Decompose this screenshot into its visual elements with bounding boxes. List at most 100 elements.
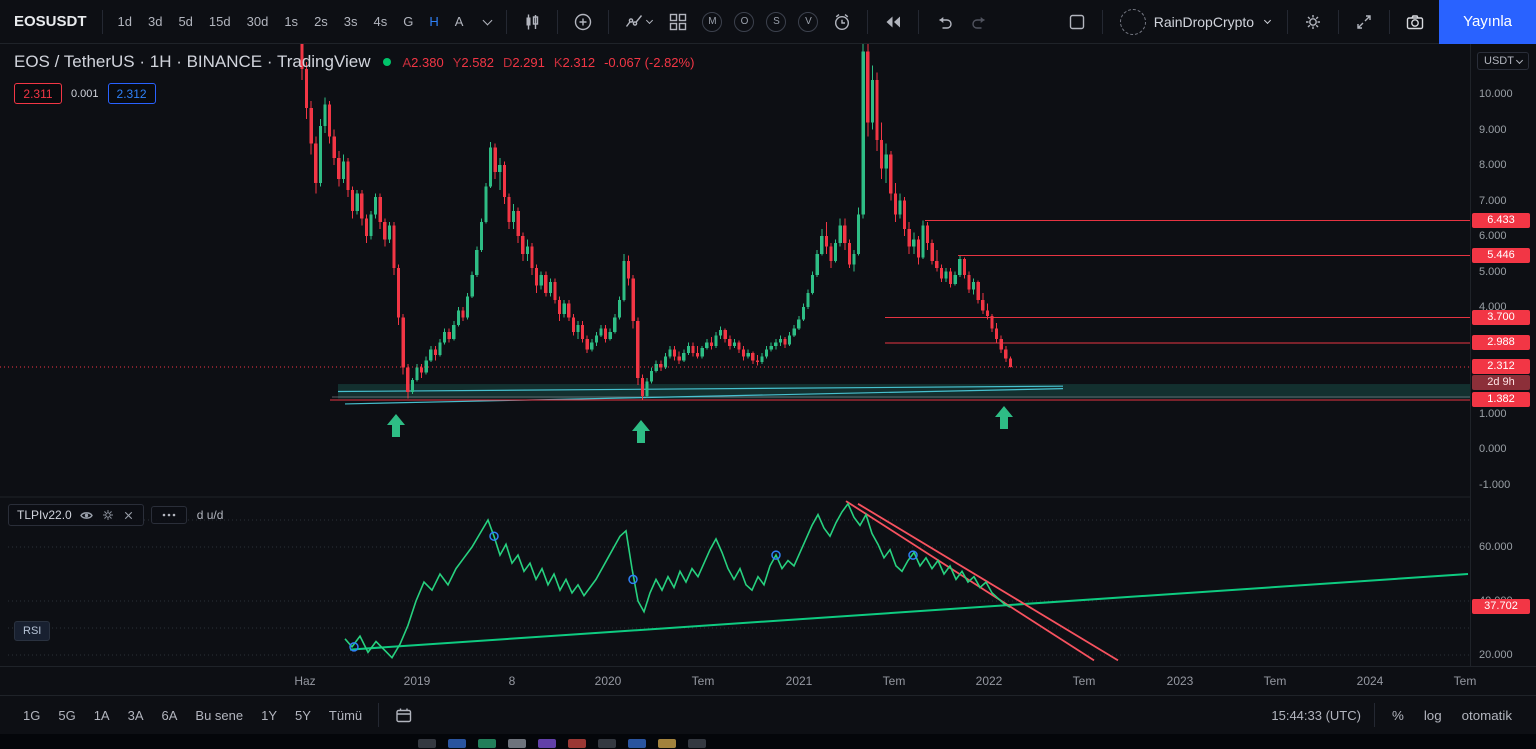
time-axis-label[interactable]: 2022 [975, 674, 1003, 688]
rsi-label-badge[interactable]: RSI [14, 621, 51, 641]
range-button-1g[interactable]: 1G [14, 704, 49, 727]
candle [456, 310, 460, 325]
time-axis-label[interactable]: 2024 [1356, 674, 1384, 688]
eye-icon[interactable] [79, 509, 94, 522]
taskbar-icon[interactable] [658, 739, 676, 748]
time-axis-label[interactable]: Haz [294, 674, 316, 688]
time-axis-label[interactable]: 2023 [1166, 674, 1194, 688]
interval-button-3s[interactable]: 3s [336, 0, 366, 44]
candle [930, 243, 934, 261]
auto-scale-button[interactable]: otomatik [1452, 704, 1522, 727]
range-button-bu-sene[interactable]: Bu sene [186, 704, 252, 727]
indicator-close-icon[interactable] [122, 509, 135, 522]
redo-icon[interactable] [962, 0, 998, 44]
indicator-settings-gear-icon[interactable] [101, 508, 115, 522]
publish-button[interactable]: Yayınla [1439, 0, 1536, 44]
quick-button-V[interactable]: V [798, 11, 819, 32]
interval-button-5d[interactable]: 5d [170, 0, 200, 44]
time-axis-label[interactable]: 8 [508, 674, 516, 688]
range-button-tümü[interactable]: Tümü [320, 704, 371, 727]
account-menu[interactable]: RainDropCrypto [1110, 0, 1280, 44]
time-axis-label[interactable]: 2021 [785, 674, 813, 688]
divider [1338, 9, 1340, 34]
interval-button-1d[interactable]: 1d [110, 0, 140, 44]
quick-button-S[interactable]: S [766, 11, 787, 32]
price-scale-currency-button[interactable]: USDT [1477, 52, 1529, 70]
taskbar-icon[interactable] [688, 739, 706, 748]
open-value: A2.380 [402, 54, 444, 70]
interval-button-30d[interactable]: 30d [239, 0, 277, 44]
candle [489, 147, 493, 187]
candle [880, 140, 884, 169]
indicator-title[interactable]: TLPIv22.0 [17, 508, 72, 522]
clock[interactable]: 15:44:33 (UTC) [1271, 707, 1361, 723]
time-axis-label[interactable]: Tem [1263, 674, 1287, 688]
goto-date-icon[interactable] [386, 693, 422, 737]
range-button-5g[interactable]: 5G [49, 704, 84, 727]
taskbar-icon[interactable] [568, 739, 586, 748]
high-value: Y2.582 [452, 54, 494, 70]
candle [346, 161, 350, 190]
candle [912, 239, 916, 247]
interval-button-15d[interactable]: 15d [201, 0, 239, 44]
candle [493, 147, 497, 173]
interval-button-4s[interactable]: 4s [366, 0, 396, 44]
time-axis-label[interactable]: 2019 [403, 674, 431, 688]
taskbar-icon[interactable] [598, 739, 616, 748]
taskbar-icon[interactable] [418, 739, 436, 748]
interval-button-3d[interactable]: 3d [140, 0, 170, 44]
taskbar-icon[interactable] [628, 739, 646, 748]
rsi-uptrend-line[interactable] [349, 573, 1469, 651]
quick-button-M[interactable]: M [702, 11, 723, 32]
bar-replay-icon[interactable] [875, 0, 911, 44]
candle [935, 260, 939, 268]
undo-icon[interactable] [926, 0, 962, 44]
indicators-icon[interactable] [616, 0, 660, 44]
screenshot-camera-icon[interactable] [1397, 0, 1433, 44]
demand-zone [338, 384, 1470, 399]
symbol-button[interactable]: EOSUSDT [14, 13, 87, 30]
interval-button-H[interactable]: H [421, 0, 446, 44]
time-axis-label[interactable]: 2020 [594, 674, 622, 688]
time-axis[interactable]: Haz 2019 8 2020 Tem 2021 Tem 2022 Tem 2023 Tem 2024… [0, 666, 1536, 696]
candle [916, 239, 920, 258]
interval-button-2s[interactable]: 2s [306, 0, 336, 44]
buy-price-button[interactable]: 2.312 [107, 83, 156, 104]
symbol-title[interactable]: EOS / TetherUS · 1H · BINANCE · TradingV… [14, 52, 371, 71]
time-axis-label[interactable]: Tem [882, 674, 906, 688]
price-scale[interactable]: USDT 10.000 9.000 8.000 7.000 6.000 5.000 4.00… [1470, 44, 1536, 666]
taskbar[interactable] [0, 734, 1536, 749]
layout-select-icon[interactable] [1059, 0, 1095, 44]
interval-menu-chevron-icon[interactable] [471, 0, 499, 44]
candle [811, 275, 815, 293]
time-axis-label[interactable]: Tem [1453, 674, 1477, 688]
range-button-6a[interactable]: 6A [153, 704, 187, 727]
compare-add-icon[interactable] [565, 0, 601, 44]
taskbar-icon[interactable] [448, 739, 466, 748]
percent-scale-button[interactable]: % [1382, 704, 1414, 727]
taskbar-icon[interactable] [538, 739, 556, 748]
grid-layout-icon[interactable] [660, 0, 696, 44]
time-axis-label[interactable]: Tem [1072, 674, 1096, 688]
log-scale-button[interactable]: log [1414, 704, 1452, 727]
range-button-1a[interactable]: 1A [85, 704, 119, 727]
range-button-1y[interactable]: 1Y [252, 704, 286, 727]
interval-button-A[interactable]: A [447, 0, 472, 44]
taskbar-icon[interactable] [478, 739, 496, 748]
chart-type-candles-icon[interactable] [514, 0, 550, 44]
rsi-downtrend-line[interactable] [857, 503, 1119, 662]
sell-price-button[interactable]: 2.311 [14, 83, 62, 104]
taskbar-icon[interactable] [508, 739, 526, 748]
fullscreen-icon[interactable] [1346, 0, 1382, 44]
alert-clock-icon[interactable] [824, 0, 860, 44]
settings-gear-icon[interactable] [1295, 0, 1331, 44]
indicator-more-button[interactable] [150, 506, 187, 524]
range-button-3a[interactable]: 3A [119, 704, 153, 727]
time-axis-label[interactable]: Tem [691, 674, 715, 688]
range-button-5y[interactable]: 5Y [286, 704, 320, 727]
interval-button-G[interactable]: G [395, 0, 421, 44]
candle [719, 330, 723, 336]
quick-button-O[interactable]: O [734, 11, 755, 32]
interval-button-1s[interactable]: 1s [276, 0, 306, 44]
